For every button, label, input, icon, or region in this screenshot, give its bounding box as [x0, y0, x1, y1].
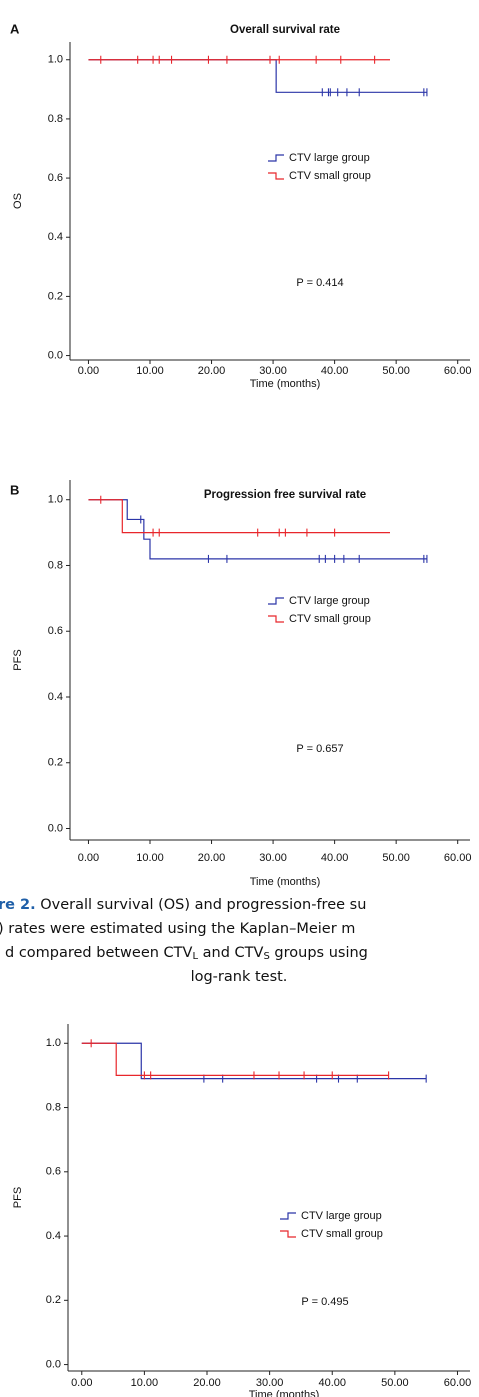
caption-text: and CTV: [198, 945, 263, 961]
y-tick-label: 0.6: [48, 625, 63, 637]
x-tick-label: 40.00: [321, 365, 349, 377]
x-tick-label: 60.00: [444, 852, 472, 864]
x-tick-label: 20.00: [198, 365, 226, 377]
legend-swatch: [268, 172, 284, 180]
annotation: P = 0.495: [301, 1296, 348, 1308]
y-tick-label: 0.2: [48, 757, 63, 769]
caption-line: log-rank test.: [191, 969, 288, 985]
chart: B Progression free survival rate 0.0 0.2 0.4…: [10, 480, 471, 888]
y-tick-label: 0.0: [48, 822, 63, 834]
y-tick-label: 0.0: [48, 349, 63, 361]
y-tick-label: 0.2: [48, 290, 63, 302]
caption-subscript: L: [192, 951, 198, 962]
caption-text: groups using: [270, 945, 368, 961]
caption-subscript: S: [263, 951, 269, 962]
y-tick-label: 0.4: [46, 1230, 61, 1242]
x-tick-label: 40.00: [321, 852, 349, 864]
y-tick-label: 0.4: [48, 691, 63, 703]
legend-label: CTV large group: [289, 152, 370, 164]
legend-swatch: [268, 597, 284, 605]
x-tick-label: 0.00: [78, 852, 99, 864]
x-tick-label: 10.00: [136, 365, 164, 377]
y-tick-label: 0.8: [46, 1101, 61, 1113]
chart-title: Progression free survival rate: [204, 489, 366, 501]
x-axis-label: Time (months): [249, 1389, 320, 1397]
x-tick-label: 10.00: [136, 852, 164, 864]
caption-label: re 2.: [0, 897, 36, 913]
y-tick-label: 0.0: [46, 1358, 61, 1370]
annotation: P = 0.414: [296, 277, 343, 289]
caption-line: ) rates were estimated using the Kaplan–…: [0, 921, 355, 937]
chart: 0.0 0.2 0.4 0.6 0.8 1.0 0.00 10.00 20.00 30.00 40.…: [12, 1024, 471, 1397]
legend-label: CTV large group: [289, 595, 370, 607]
y-axis-label: PFS: [12, 649, 24, 670]
x-tick-label: 0.00: [71, 1377, 92, 1389]
survival-curve: [81, 1042, 389, 1077]
x-tick-label: 10.00: [131, 1377, 159, 1389]
survival-curve: [88, 499, 390, 534]
y-tick-label: 0.8: [48, 559, 63, 571]
x-tick-label: 60.00: [444, 365, 472, 377]
y-tick-label: 0.8: [48, 113, 63, 125]
legend-label: CTV small group: [301, 1228, 383, 1240]
chart: A Overall survival rate 0.0 0.2 0.4 0.6 0.8 1.0…: [10, 21, 471, 389]
legend-label: CTV small group: [289, 613, 371, 625]
y-tick-label: 1.0: [46, 1037, 61, 1049]
caption-line: d compared between CTVL and CTVS groups …: [5, 945, 368, 962]
legend-label: CTV large group: [301, 1210, 382, 1222]
x-tick-label: 0.00: [78, 365, 99, 377]
x-tick-label: 60.00: [444, 1377, 472, 1389]
y-tick-label: 0.4: [48, 231, 63, 243]
x-tick-label: 30.00: [256, 1377, 284, 1389]
legend-swatch: [280, 1212, 296, 1220]
y-tick-label: 0.2: [46, 1294, 61, 1306]
x-tick-label: 30.00: [259, 852, 287, 864]
x-tick-label: 20.00: [193, 1377, 221, 1389]
x-tick-label: 50.00: [382, 365, 410, 377]
legend-label: CTV small group: [289, 170, 371, 182]
y-tick-label: 0.6: [48, 172, 63, 184]
panel-label: A: [10, 21, 20, 36]
chart-title: Overall survival rate: [230, 24, 340, 36]
y-tick-label: 1.0: [48, 494, 63, 506]
caption-text: d compared between CTV: [5, 945, 193, 961]
legend-swatch: [268, 154, 284, 162]
panel-label: B: [10, 482, 19, 497]
survival-curve: [88, 59, 427, 93]
x-tick-label: 20.00: [198, 852, 226, 864]
x-axis-label: Time (months): [250, 378, 321, 390]
x-axis-label: Time (months): [250, 876, 321, 888]
caption-text: Overall survival (OS) and progression-fr…: [36, 897, 367, 913]
legend-swatch: [268, 615, 284, 623]
survival-curve: [88, 499, 427, 560]
y-axis-label: OS: [12, 193, 24, 209]
caption: re 2. Overall survival (OS) and progress…: [0, 897, 368, 985]
annotation: P = 0.657: [296, 743, 343, 755]
caption-line: re 2. Overall survival (OS) and progress…: [0, 897, 366, 913]
x-tick-label: 50.00: [382, 852, 410, 864]
y-tick-label: 1.0: [48, 54, 63, 66]
x-tick-label: 30.00: [259, 365, 287, 377]
y-axis-label: PFS: [12, 1187, 24, 1208]
x-tick-label: 50.00: [381, 1377, 409, 1389]
x-tick-label: 40.00: [318, 1377, 346, 1389]
legend-swatch: [280, 1230, 296, 1238]
y-tick-label: 0.6: [46, 1166, 61, 1178]
